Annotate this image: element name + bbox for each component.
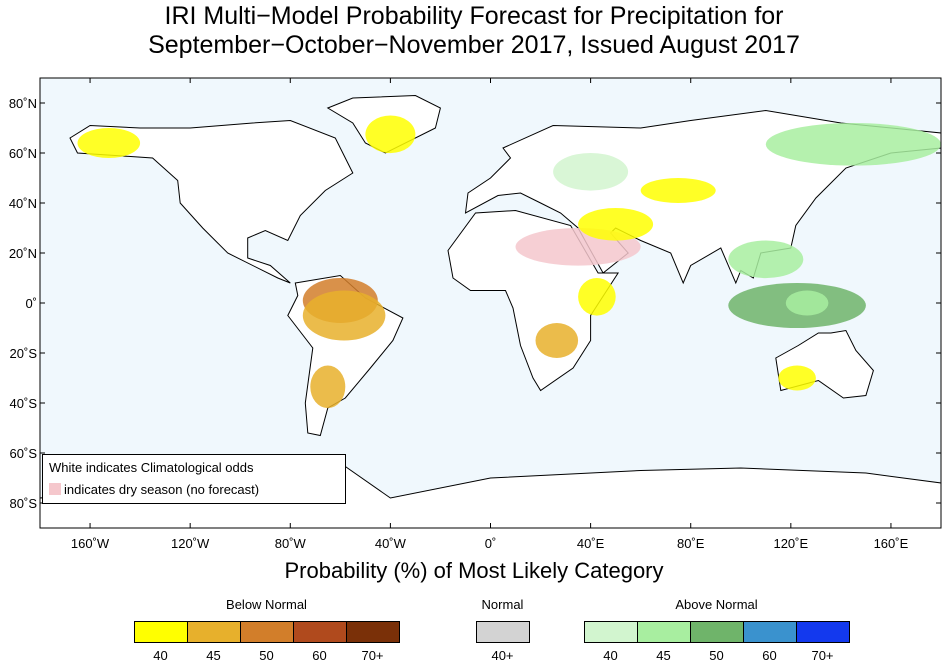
forecast-region-13 xyxy=(553,153,629,191)
above-normal-title: Above Normal xyxy=(675,597,758,612)
above-normal-label: 45 xyxy=(656,648,671,663)
chart-title-line1: IRI Multi−Model Probability Forecast for… xyxy=(164,2,784,30)
x-tick-label: 0˚ xyxy=(485,536,497,551)
below-normal-label: 60 xyxy=(312,648,327,663)
chart-title: IRI Multi−Model Probability Forecast for… xyxy=(0,2,948,60)
above-normal-label: 70+ xyxy=(811,648,834,663)
legend-note-climatology: White indicates Climatological odds xyxy=(49,460,254,475)
y-tick-label: 40˚N xyxy=(9,196,37,211)
legend-note-dry-season-text: indicates dry season (no forecast) xyxy=(64,482,260,497)
forecast-region-14 xyxy=(640,178,716,203)
below-normal-label: 50 xyxy=(259,648,274,663)
forecast-region-7 xyxy=(728,240,804,279)
y-tick-label: 0˚ xyxy=(25,296,37,311)
forecast-region-5 xyxy=(578,208,654,241)
below-normal-title: Below Normal xyxy=(226,597,307,612)
forecast-region-9 xyxy=(77,128,141,158)
forecast-region-2 xyxy=(310,365,346,409)
above-normal-label: 50 xyxy=(709,648,724,663)
y-tick-label: 20˚S xyxy=(10,346,38,361)
y-axis: 80˚N 60˚N 40˚N 20˚N 0˚ 20˚S 40˚S 60˚S 80˚S xyxy=(9,96,941,511)
x-axis: 160˚W 120˚W 80˚W 40˚W 0˚ 40˚E 80˚E 120˚E 160˚E xyxy=(71,78,909,551)
x-tick-label: 80˚W xyxy=(275,536,307,551)
north-america-outline xyxy=(69,119,354,284)
below-normal-swatch xyxy=(293,621,347,643)
y-tick-label: 80˚S xyxy=(10,496,38,511)
above-normal-swatch xyxy=(796,621,850,643)
x-tick-label: 120˚W xyxy=(171,536,210,551)
below-normal-swatch xyxy=(346,621,400,643)
y-tick-label: 60˚N xyxy=(9,146,37,161)
x-tick-label: 40˚W xyxy=(375,536,407,551)
forecast-region-11 xyxy=(785,290,829,316)
normal-title: Normal xyxy=(481,597,524,612)
above-normal-swatch xyxy=(584,621,638,643)
below-normal-label: 70+ xyxy=(361,648,384,663)
forecast-region-15 xyxy=(365,115,416,154)
y-tick-label: 40˚S xyxy=(10,396,38,411)
forecast-region-layer xyxy=(77,115,942,409)
normal-swatch xyxy=(476,621,530,643)
legend-note-box: White indicates Climatological odds indi… xyxy=(42,454,346,504)
below-normal-label: 45 xyxy=(206,648,221,663)
normal-label: 40+ xyxy=(491,648,514,663)
x-tick-label: 80˚E xyxy=(677,536,705,551)
forecast-region-12 xyxy=(578,278,616,316)
legend-note-dry-season: indicates dry season (no forecast) xyxy=(49,482,259,497)
y-tick-label: 60˚S xyxy=(10,446,38,461)
below-normal-swatch xyxy=(134,621,188,643)
below-normal-label: 40 xyxy=(153,648,168,663)
above-normal-swatch xyxy=(690,621,744,643)
dry-season-swatch xyxy=(49,483,61,495)
y-tick-label: 20˚N xyxy=(9,246,37,261)
below-normal-swatch xyxy=(187,621,241,643)
above-normal-label: 60 xyxy=(762,648,777,663)
forecast-region-3 xyxy=(535,323,579,358)
above-normal-swatch xyxy=(637,621,691,643)
forecast-region-1 xyxy=(302,290,386,341)
forecast-region-10 xyxy=(778,365,816,391)
forecast-region-8 xyxy=(765,123,942,166)
above-normal-swatch xyxy=(743,621,797,643)
x-axis-title: Probability (%) of Most Likely Category xyxy=(284,558,664,583)
x-tick-label: 120˚E xyxy=(773,536,808,551)
x-tick-label: 40˚E xyxy=(577,536,605,551)
above-normal-label: 40 xyxy=(603,648,618,663)
x-tick-label: 160˚E xyxy=(874,536,909,551)
x-tick-label: 160˚W xyxy=(71,536,110,551)
y-tick-label: 80˚N xyxy=(9,96,37,111)
chart-title-line2: September−October−November 2017, Issued … xyxy=(148,31,800,59)
below-normal-swatch xyxy=(240,621,294,643)
